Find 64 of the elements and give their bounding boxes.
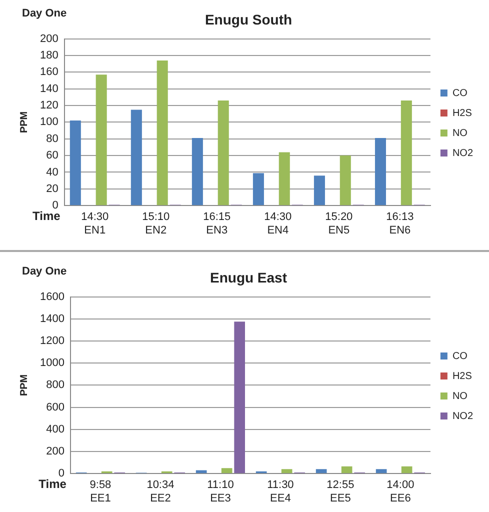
y-tick-label: 200 — [40, 32, 58, 45]
chart-subtitle: Day One — [22, 266, 67, 278]
x-tick-label: 15:10 EN2 — [142, 211, 170, 236]
bar — [156, 60, 168, 206]
x-tick-label: 9:58 EE1 — [90, 479, 112, 504]
legend-label: NO2 — [452, 148, 474, 159]
legend-label: CO — [452, 350, 468, 362]
legend-label: NO — [452, 128, 468, 139]
bar — [401, 466, 412, 474]
y-tick-label: 1000 — [40, 357, 64, 370]
y-tick-label: 20 — [46, 182, 58, 195]
bar — [96, 74, 107, 206]
y-axis-title: PPM — [18, 111, 30, 134]
bar — [340, 156, 351, 206]
bar — [218, 100, 229, 206]
chart-subtitle: Day One — [22, 8, 67, 20]
y-axis-title: PPM — [18, 374, 30, 396]
y-tick-label: 80 — [46, 132, 58, 145]
bar — [252, 173, 264, 206]
x-tick-label: 16:13 EN6 — [386, 211, 414, 236]
y-tick-label: 160 — [40, 66, 58, 78]
bar — [400, 100, 412, 206]
y-tick-label: 1400 — [40, 312, 64, 325]
bar — [314, 176, 325, 206]
y-tick-label: 800 — [46, 379, 64, 392]
legend-label: H2S — [452, 370, 472, 382]
x-tick-label: 14:00 EE6 — [386, 479, 414, 504]
legend-label: NO2 — [452, 410, 474, 422]
bar — [221, 468, 232, 474]
x-tick-label: 14:30 EN4 — [264, 211, 292, 236]
y-tick-label: 600 — [46, 401, 64, 414]
bar — [281, 469, 292, 474]
bar — [374, 138, 386, 206]
bar — [70, 120, 81, 206]
x-tick-label: 11:10 EE3 — [207, 479, 234, 504]
y-tick-label: 400 — [46, 423, 64, 436]
bar — [130, 110, 142, 206]
legend-label: H2S — [452, 108, 472, 119]
x-tick-label: 16:15 EN3 — [203, 211, 231, 236]
bar — [278, 152, 290, 206]
bar — [234, 322, 245, 474]
y-tick-label: 1600 — [40, 290, 64, 303]
bar — [376, 469, 387, 474]
y-tick-label: 40 — [46, 166, 58, 178]
legend-label: NO — [452, 390, 468, 402]
bar — [341, 466, 352, 474]
y-tick-label: 140 — [40, 82, 58, 95]
bar — [192, 138, 203, 206]
x-tick-label: 11:30 EE4 — [267, 479, 294, 504]
x-tick-label: 12:55 EE5 — [326, 479, 354, 504]
y-tick-label: 180 — [40, 50, 58, 62]
y-tick-label: 60 — [46, 150, 58, 162]
y-tick-label: 120 — [40, 100, 58, 112]
bar — [316, 469, 327, 474]
bar — [196, 470, 207, 474]
x-tick-label: 14:30 EN1 — [81, 211, 109, 236]
y-tick-label: 200 — [46, 446, 64, 458]
chart-title: Enugu South — [204, 11, 292, 28]
x-tick-label: 10:34 EE2 — [146, 479, 174, 504]
y-tick-label: 100 — [40, 116, 58, 128]
y-tick-label: 1200 — [40, 335, 64, 348]
legend-label: CO — [452, 88, 468, 99]
x-tick-label: 15:20 EN5 — [325, 211, 353, 236]
chart-title: Enugu East — [210, 269, 288, 286]
